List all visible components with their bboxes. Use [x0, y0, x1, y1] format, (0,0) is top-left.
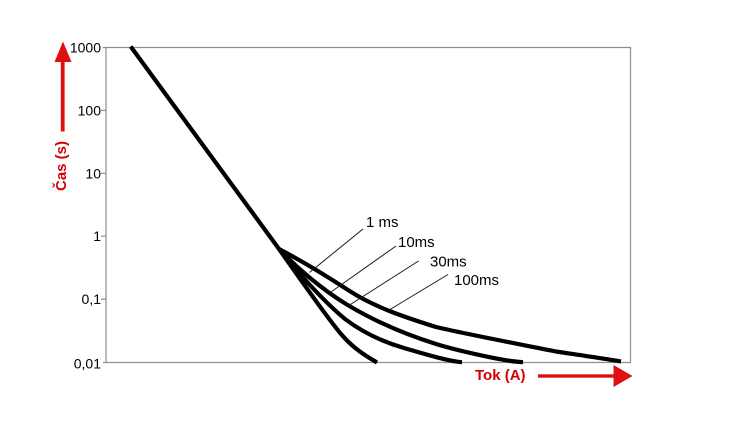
svg-text:Čas (s): Čas (s) [52, 141, 70, 191]
svg-text:1 ms: 1 ms [366, 214, 399, 231]
svg-text:10: 10 [85, 165, 101, 181]
svg-text:0,1: 0,1 [82, 291, 102, 307]
svg-text:100: 100 [78, 102, 102, 118]
svg-text:30ms: 30ms [430, 254, 467, 271]
svg-text:1: 1 [93, 228, 101, 244]
svg-text:100ms: 100ms [454, 272, 499, 289]
svg-text:Tok (A): Tok (A) [475, 367, 526, 384]
svg-text:1000: 1000 [70, 40, 101, 56]
svg-text:0,01: 0,01 [74, 356, 101, 372]
svg-text:10ms: 10ms [398, 234, 435, 251]
